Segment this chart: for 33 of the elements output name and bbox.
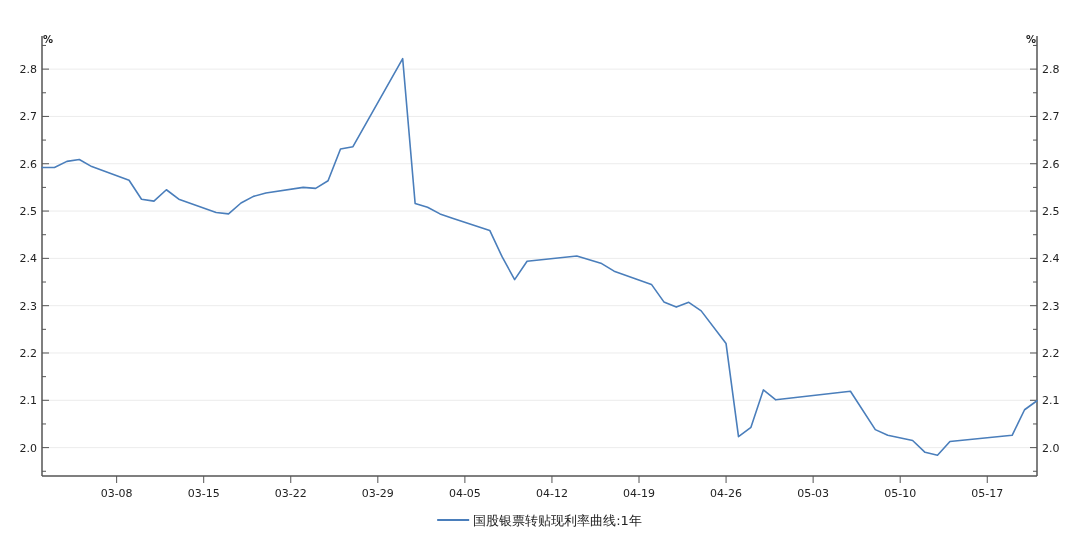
y2-tick-label: 2.7	[1042, 110, 1060, 124]
y-tick-label: 2.1	[19, 394, 37, 408]
y2-tick-label: 2.4	[1042, 252, 1060, 266]
y2-tick-label: 2.6	[1042, 157, 1060, 171]
y-tick-label: 2.7	[19, 110, 37, 124]
x-tick-label: 04-12	[535, 487, 568, 500]
y2-axis-title: %	[1025, 34, 1036, 45]
x-tick-label: 03-22	[274, 487, 307, 500]
y-tick-label: 2.5	[19, 205, 37, 219]
y-tick-label: 2.0	[19, 441, 37, 455]
y-tick-label: 2.8	[19, 63, 37, 77]
x-tick-label: 05-17	[971, 487, 1004, 500]
line-series	[41, 57, 1038, 456]
y2-tick-label: 2.2	[1042, 346, 1060, 360]
y-tick-label: 2.6	[19, 157, 37, 171]
y-tick-label: 2.4	[19, 252, 37, 266]
x-tick-label: 03-08	[100, 487, 133, 500]
x-tick-label: 04-05	[448, 487, 481, 500]
x-tick-label: 04-19	[623, 487, 655, 500]
y2-tick-label: 2.3	[1042, 299, 1060, 313]
y2-tick-label: 2.8	[1042, 63, 1060, 77]
y2-tick-label: 2.5	[1042, 205, 1060, 219]
x-tick-label: 03-15	[187, 487, 220, 500]
y-tick-label: 2.2	[19, 346, 37, 360]
y2-tick-label: 2.0	[1042, 441, 1060, 455]
y-tick-label: 2.3	[19, 299, 37, 313]
x-tick-label: 03-29	[361, 487, 394, 500]
legend-label: 国股银票转贴现利率曲线:1年	[473, 513, 642, 528]
x-tick-label: 05-03	[797, 487, 830, 500]
x-tick-label: 05-10	[884, 487, 917, 500]
y-axis-title: %	[43, 34, 54, 45]
y2-tick-label: 2.1	[1042, 394, 1060, 408]
x-tick-label: 04-26	[710, 487, 743, 500]
